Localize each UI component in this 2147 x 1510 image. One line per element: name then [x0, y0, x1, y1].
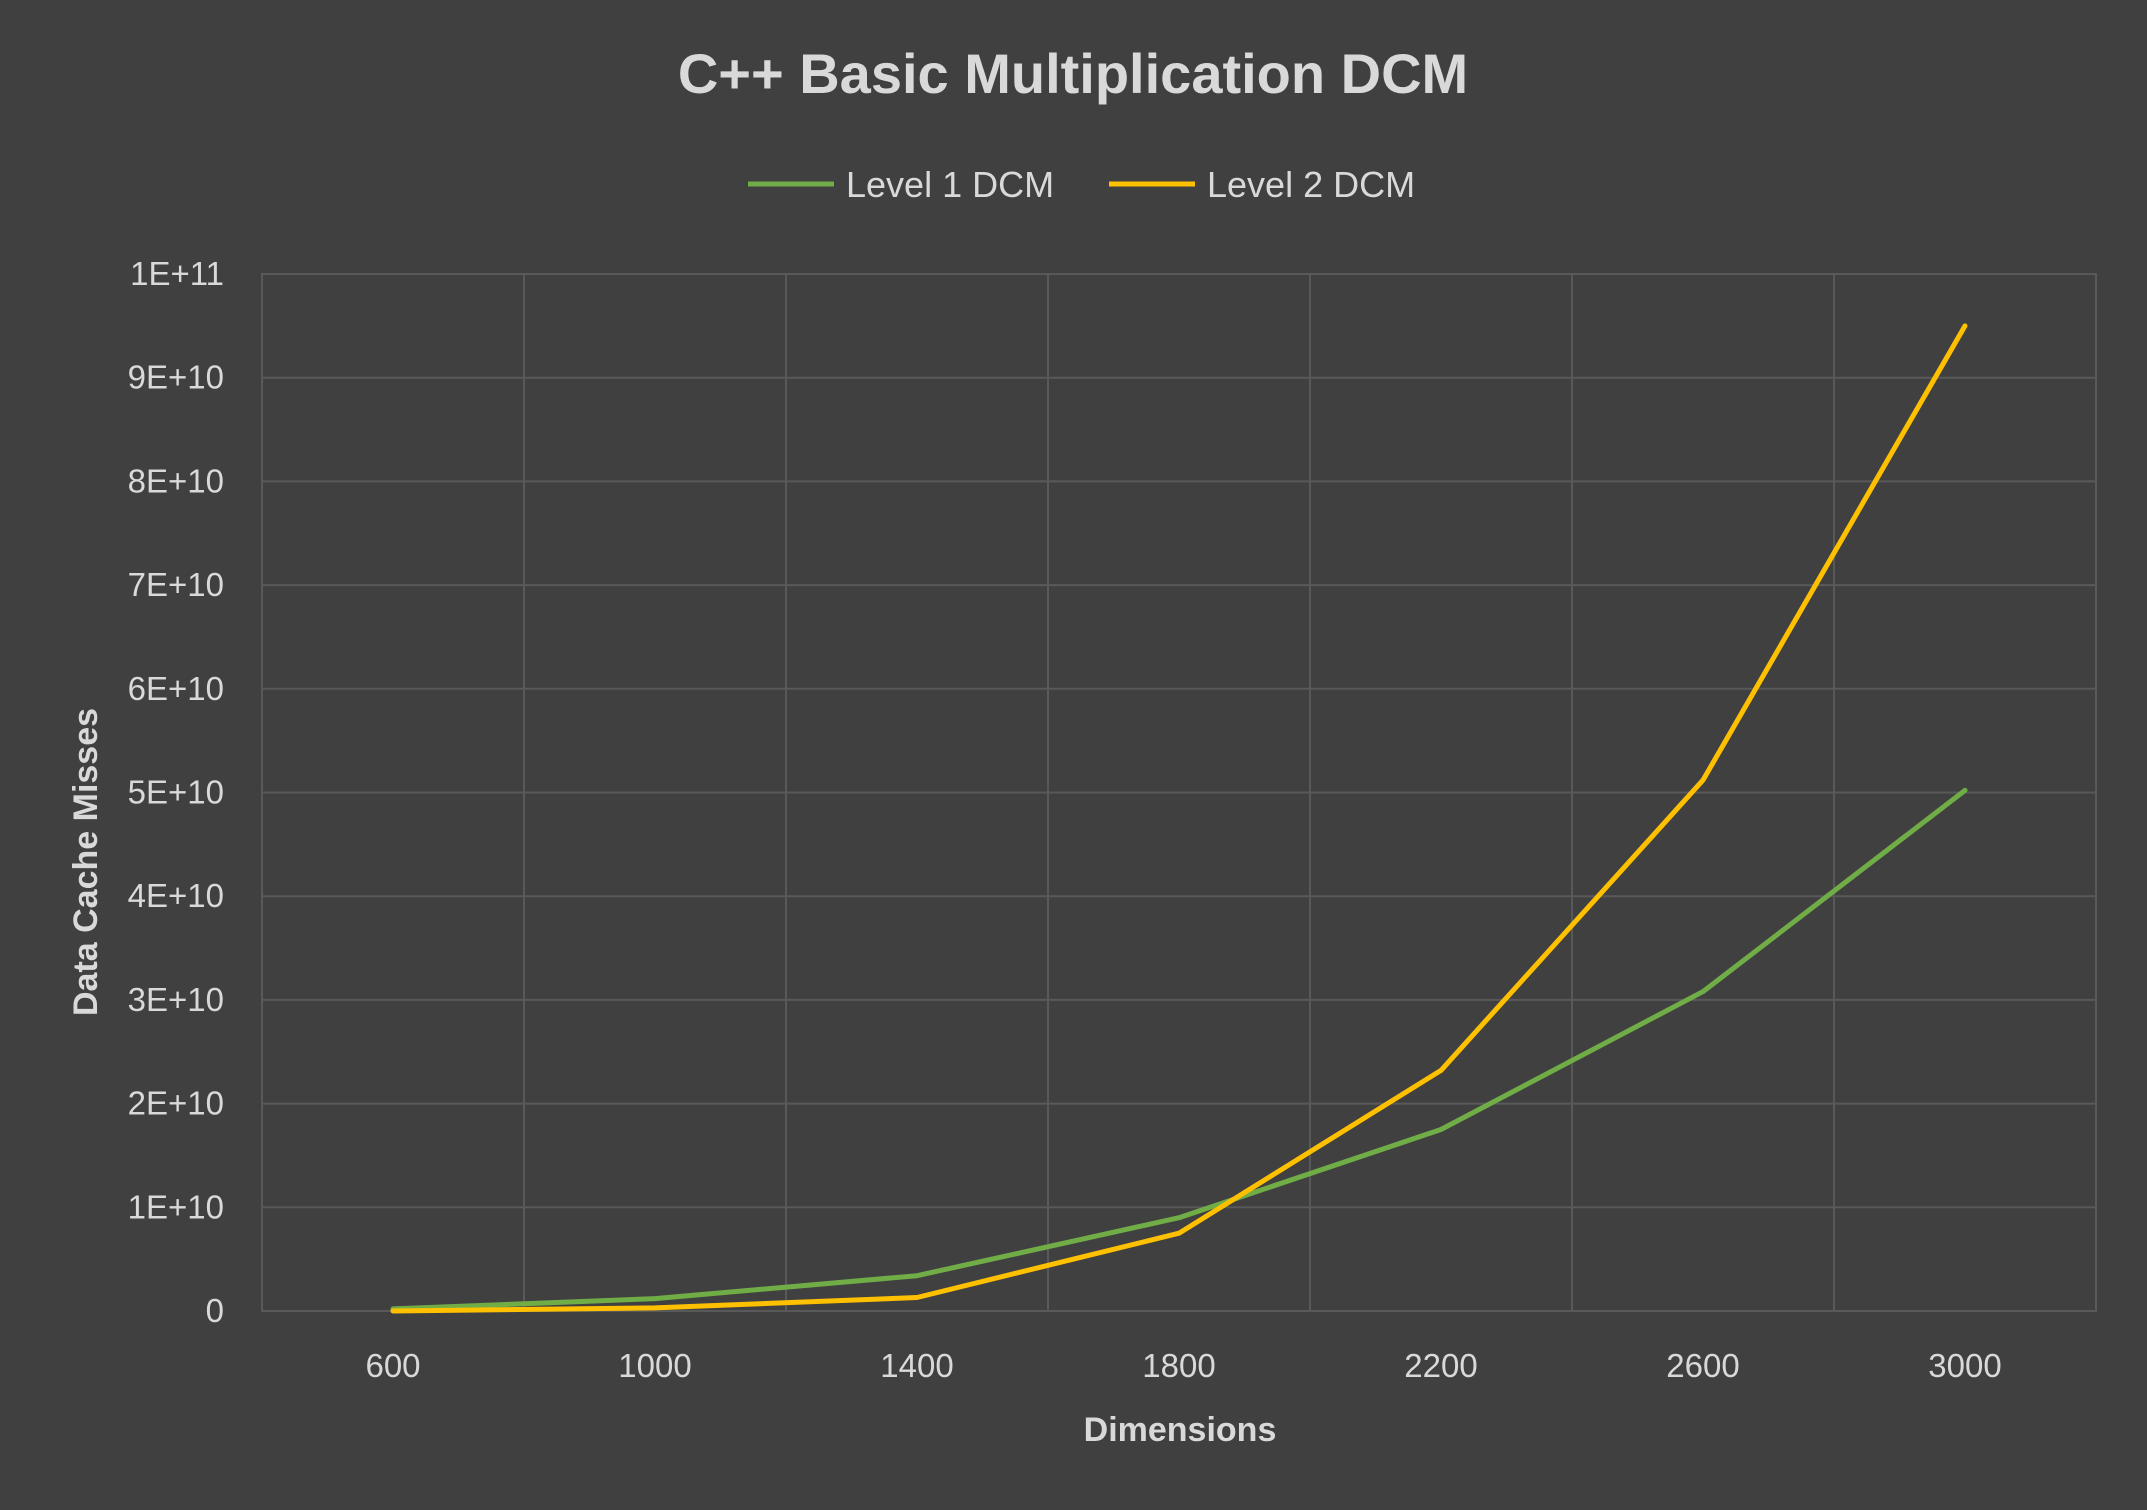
y-tick-label: 7E+10	[128, 566, 224, 603]
x-axis-title: Dimensions	[1084, 1411, 1277, 1449]
y-axis-ticks: 0 1E+10 2E+10 3E+10 4E+10 5E+10 6E+10 7E+10 8E+1…	[128, 255, 224, 1329]
legend-label-level-2: Level 2 DCM	[1207, 164, 1415, 205]
y-tick-label: 3E+10	[128, 981, 224, 1018]
x-tick-label: 2200	[1404, 1347, 1477, 1384]
y-axis-title: Data Cache Misses	[67, 708, 105, 1016]
x-tick-label: 600	[365, 1347, 420, 1384]
x-tick-label: 1400	[880, 1347, 953, 1384]
series-lines	[390, 323, 1968, 1314]
legend-label-level-1: Level 1 DCM	[846, 164, 1054, 205]
x-tick-label: 3000	[1928, 1347, 2001, 1384]
y-tick-label: 9E+10	[128, 359, 224, 396]
series-line-level-2	[390, 323, 1968, 1314]
y-tick-label: 6E+10	[128, 670, 224, 707]
y-tick-label: 5E+10	[128, 774, 224, 811]
x-axis-ticks: 600 1000 1400 1800 2200 2600 3000	[365, 1347, 2001, 1384]
y-tick-label: 2E+10	[128, 1085, 224, 1122]
y-tick-label: 1E+11	[130, 255, 224, 292]
x-tick-label: 2600	[1666, 1347, 1739, 1384]
gridlines	[261, 273, 2097, 1312]
series-line-level-1	[390, 787, 1968, 1312]
chart-title: C++ Basic Multiplication DCM	[678, 42, 1468, 105]
x-tick-label: 1000	[618, 1347, 691, 1384]
y-tick-label: 8E+10	[128, 462, 224, 499]
y-tick-label: 0	[206, 1292, 224, 1329]
x-tick-label: 1800	[1142, 1347, 1215, 1384]
y-tick-label: 1E+10	[128, 1188, 224, 1225]
y-tick-label: 4E+10	[128, 877, 224, 914]
legend: Level 1 DCM Level 2 DCM	[748, 164, 1415, 205]
